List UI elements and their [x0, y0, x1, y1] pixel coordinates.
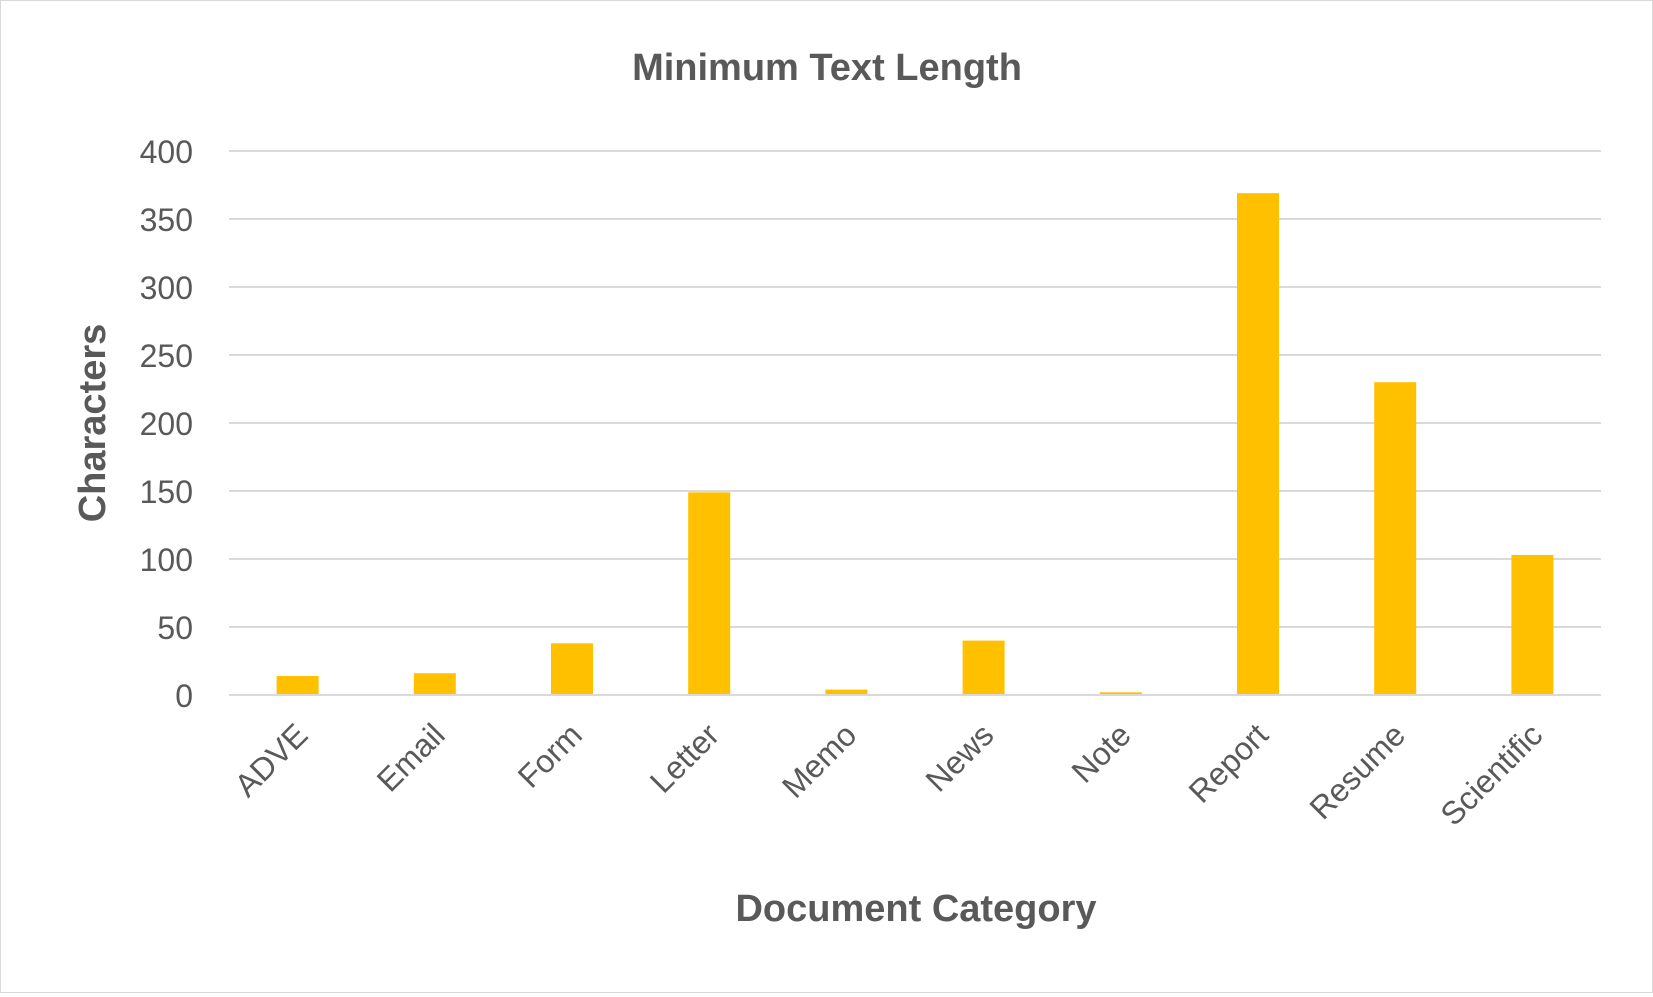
x-axis-label: Document Category: [735, 888, 1096, 930]
x-tick-label: Letter: [643, 716, 727, 800]
x-tick-label: Form: [511, 716, 589, 794]
gridlines: [229, 150, 1601, 628]
bar-scientific: [1511, 554, 1554, 695]
y-tick-label: 0: [175, 678, 193, 714]
chart-title: Minimum Text Length: [632, 47, 1022, 89]
x-tick-label: Note: [1064, 716, 1137, 789]
y-tick-label: 100: [140, 542, 193, 578]
x-tick-label: Report: [1182, 716, 1275, 809]
y-tick-label: 200: [140, 406, 193, 442]
y-axis-label: Characters: [72, 324, 114, 523]
bars: [276, 193, 1554, 695]
y-tick-label: 50: [157, 610, 193, 646]
bar-report: [1237, 193, 1279, 695]
bar-letter: [688, 492, 731, 695]
y-tick-label: 300: [140, 270, 193, 306]
bar-memo: [825, 689, 868, 695]
y-tick-label: 350: [140, 202, 193, 238]
x-tick-label: Email: [370, 716, 452, 798]
x-tick-label: News: [919, 716, 1001, 798]
bar-news: [962, 640, 1005, 695]
bar-form: [551, 643, 593, 695]
bar-resume: [1374, 382, 1417, 695]
bar-email: [413, 673, 456, 695]
x-tick-label: Scientific: [1433, 716, 1549, 832]
y-tick-label: 400: [140, 134, 193, 170]
x-axis-tick-labels: ADVE Email Form Letter Memo News Note Report Res…: [227, 716, 1549, 832]
bar-note: [1099, 692, 1142, 695]
x-tick-label: ADVE: [227, 716, 314, 803]
y-axis-tick-labels: 0 50 100 150 200 250 300 350 400: [140, 134, 193, 714]
x-tick-label: Memo: [775, 716, 863, 804]
y-tick-label: 250: [140, 338, 193, 374]
y-tick-label: 150: [140, 474, 193, 510]
x-tick-label: Resume: [1302, 716, 1412, 826]
bar-adve: [276, 675, 319, 695]
